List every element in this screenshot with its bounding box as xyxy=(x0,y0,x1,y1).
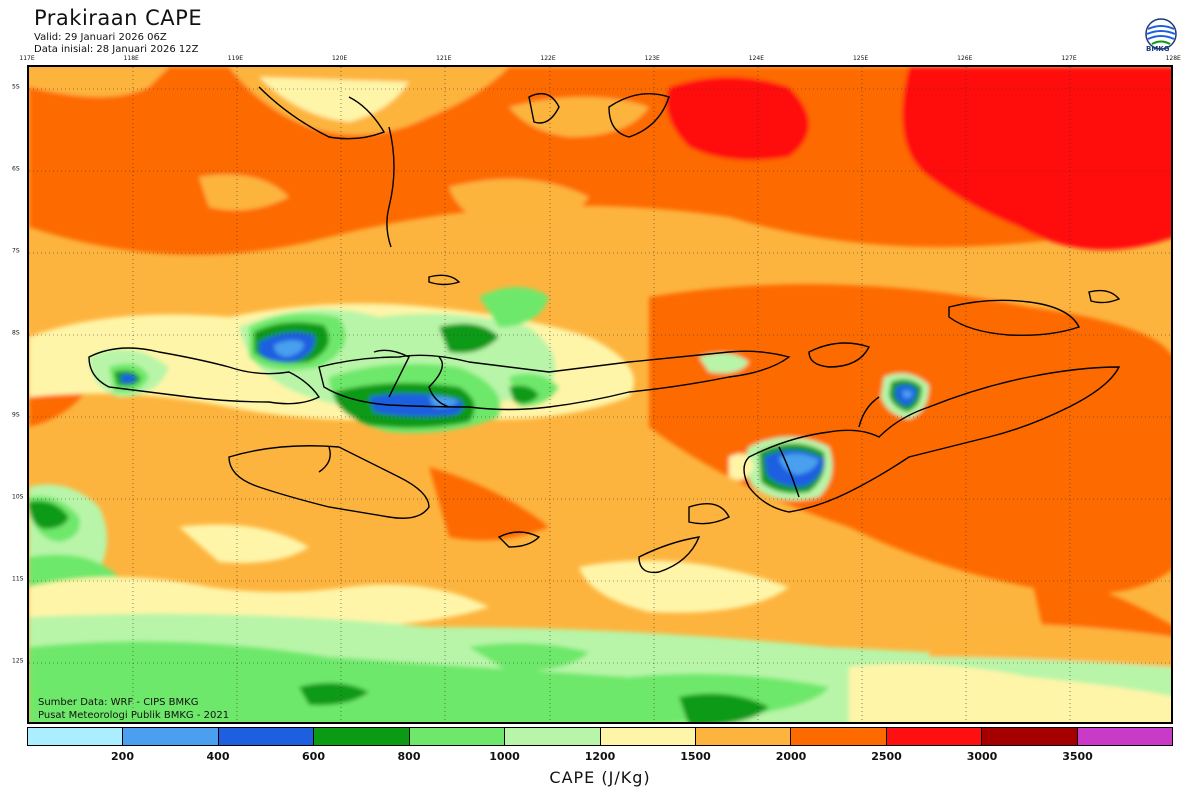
lat-label: 8S xyxy=(12,329,20,337)
lat-label: 6S xyxy=(12,165,20,173)
lon-label: 117E xyxy=(19,55,35,62)
colorbar-tick: 600 xyxy=(302,750,325,763)
colorbar-swatch xyxy=(600,728,696,745)
lon-label: 123E xyxy=(644,55,660,62)
lon-label: 124E xyxy=(748,55,765,62)
colorbar-tick: 3000 xyxy=(966,750,998,763)
colorbar-swatch xyxy=(982,728,1078,745)
bmkg-logo-icon xyxy=(1145,18,1177,50)
cape-field xyxy=(29,67,1171,722)
valid-time: Valid: 29 Januari 2026 06Z xyxy=(34,32,167,43)
lon-label: 126E xyxy=(957,55,973,62)
colorbar-swatch xyxy=(28,728,124,745)
colorbar-tick: 1500 xyxy=(680,750,711,763)
colorbar-swatch xyxy=(1077,728,1173,745)
lon-label: 128E xyxy=(1165,55,1181,62)
cape-map xyxy=(27,65,1173,724)
colorbar-tick: 3500 xyxy=(1062,750,1093,763)
colorbar-swatch xyxy=(123,728,219,745)
lon-label: 125E xyxy=(852,55,869,62)
colorbar-swatch xyxy=(886,728,983,745)
center-credit: Pusat Meteorologi Publik BMKG - 2021 xyxy=(38,710,230,721)
bmkg-logo-text: BMKG xyxy=(1146,45,1170,53)
lat-label: 5S xyxy=(12,83,20,91)
colorbar-tick: 1200 xyxy=(584,750,616,763)
lon-label: 121E xyxy=(436,55,452,62)
colorbar-swatch xyxy=(218,728,315,745)
lat-label: 10S xyxy=(12,493,24,501)
init-time: Data inisial: 28 Januari 2026 12Z xyxy=(34,44,199,55)
lat-label: 7S xyxy=(12,247,20,255)
map-title: Prakiraan CAPE xyxy=(34,6,203,30)
lon-label: 127E xyxy=(1061,55,1077,62)
lat-label: 12S xyxy=(12,657,24,665)
colorbar-tick: 2000 xyxy=(775,750,807,763)
colorbar-tick: 800 xyxy=(397,750,421,763)
colorbar-tick: 2500 xyxy=(871,750,902,763)
colorbar-tick: 1000 xyxy=(489,750,520,763)
coastlines xyxy=(88,86,1121,574)
lon-label: 122E xyxy=(540,55,556,62)
colorbar-swatch xyxy=(409,728,506,745)
lon-label: 118E xyxy=(123,55,139,62)
colorbar-swatch xyxy=(791,728,887,745)
data-source-credit: Sumber Data: WRF - CIPS BMKG xyxy=(38,697,199,708)
lat-label: 11S xyxy=(12,575,24,583)
colorbar-swatch xyxy=(314,728,410,745)
cape-colorbar xyxy=(27,727,1173,746)
colorbar-swatch xyxy=(695,728,792,745)
colorbar-tick: 200 xyxy=(111,750,134,763)
lon-label: 119E xyxy=(227,55,244,62)
lon-label: 120E xyxy=(331,55,348,62)
colorbar-swatch xyxy=(505,728,601,745)
colorbar-title: CAPE (J/Kg) xyxy=(549,768,651,787)
colorbar-tick: 400 xyxy=(206,750,230,763)
lat-label: 9S xyxy=(12,411,20,419)
